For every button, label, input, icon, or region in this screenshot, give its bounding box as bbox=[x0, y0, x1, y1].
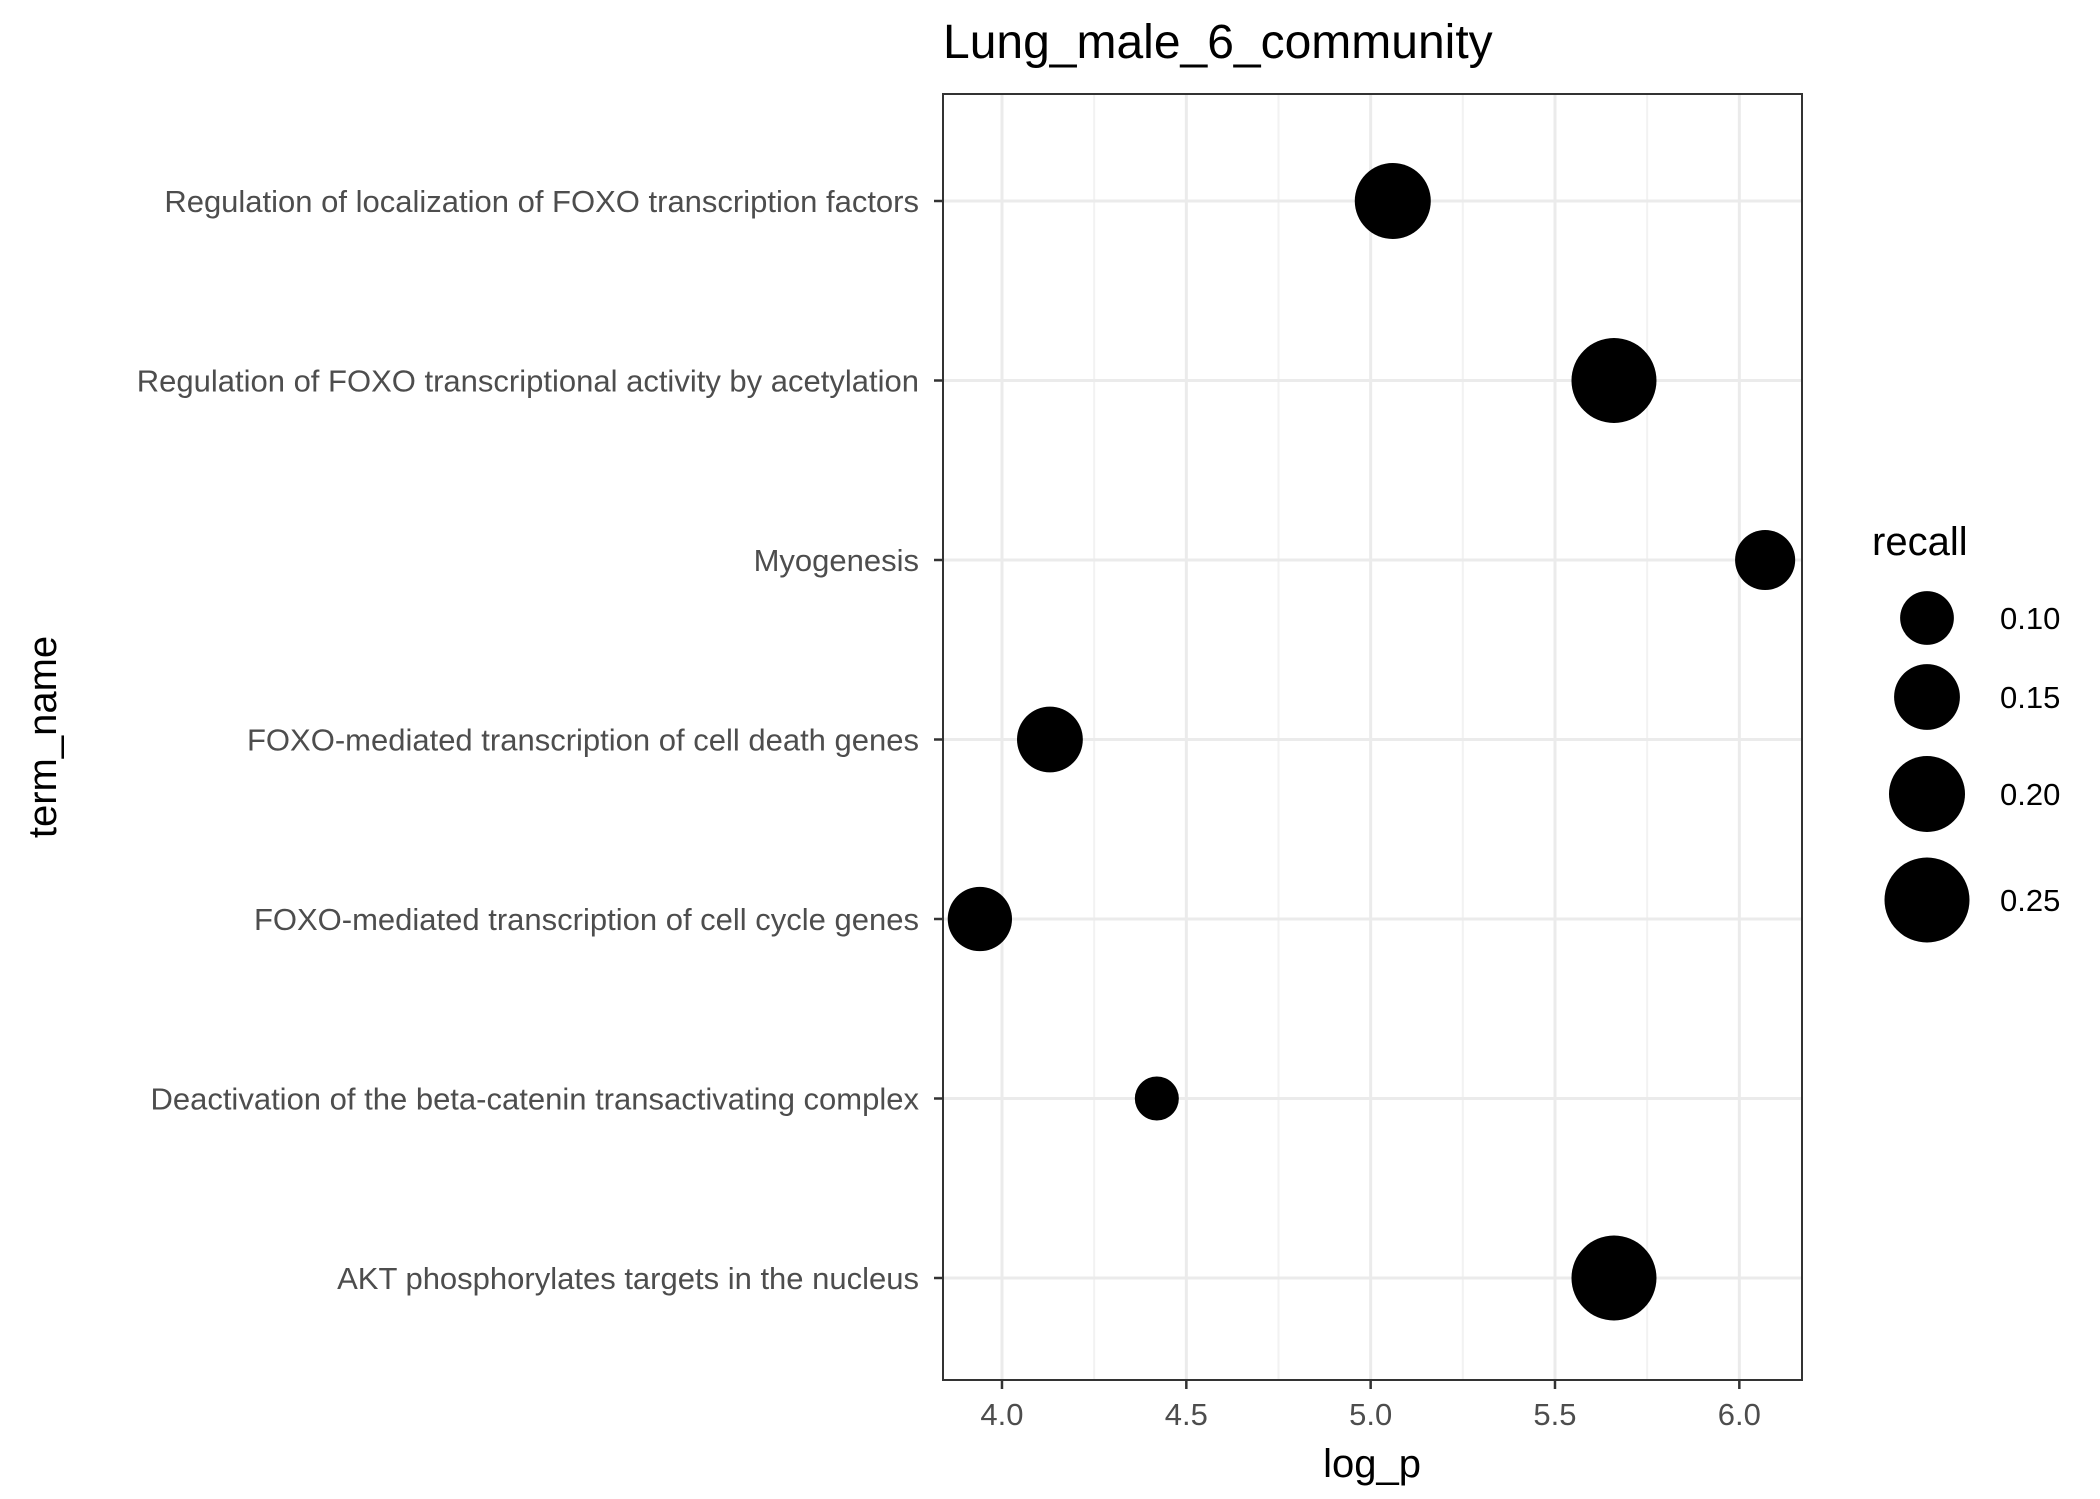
data-point bbox=[1016, 706, 1083, 773]
panel-border bbox=[942, 93, 1803, 1381]
y-tick-label: AKT phosphorylates targets in the nucleu… bbox=[337, 1261, 919, 1296]
x-tick-label: 6.0 bbox=[1718, 1397, 1761, 1432]
legend-recall: recall 0.10 0.15 0.20 0.25 bbox=[1872, 520, 2060, 943]
data-point bbox=[1571, 338, 1657, 423]
legend-key bbox=[1894, 664, 1960, 730]
x-tick-label: 5.5 bbox=[1533, 1397, 1576, 1432]
x-tick-label: 4.0 bbox=[980, 1397, 1023, 1432]
data-point bbox=[1134, 1076, 1179, 1121]
x-tick-label: 5.0 bbox=[1349, 1397, 1392, 1432]
data-point bbox=[1735, 529, 1796, 591]
legend-key bbox=[1888, 755, 1966, 833]
chart-title: Lung_male_6_community bbox=[943, 16, 1493, 69]
data-point bbox=[947, 886, 1013, 952]
data-points bbox=[947, 162, 1796, 1321]
legend-label: 0.15 bbox=[2000, 680, 2060, 715]
y-axis-ticks: Regulation of localization of FOXO trans… bbox=[137, 184, 943, 1296]
y-tick-label: Deactivation of the beta-catenin transac… bbox=[150, 1082, 919, 1117]
y-tick-label: Regulation of FOXO transcriptional activ… bbox=[137, 364, 919, 399]
legend-title: recall bbox=[1872, 520, 1968, 564]
x-axis-title: log_p bbox=[1323, 1442, 1421, 1486]
legend-key bbox=[1900, 591, 1954, 645]
legend-label: 0.10 bbox=[2000, 601, 2060, 636]
minor-gridlines bbox=[1093, 94, 1649, 1380]
y-tick-label: Myogenesis bbox=[754, 543, 919, 578]
major-gridlines bbox=[943, 94, 1802, 1380]
legend-label: 0.25 bbox=[2000, 883, 2060, 918]
y-axis-title: term_name bbox=[21, 636, 65, 838]
y-tick-label: Regulation of localization of FOXO trans… bbox=[164, 184, 919, 219]
legend-label: 0.20 bbox=[2000, 777, 2060, 812]
legend-key bbox=[1884, 857, 1970, 943]
data-point bbox=[1354, 162, 1431, 240]
x-axis-ticks: 4.0 4.5 5.0 5.5 6.0 bbox=[980, 1380, 1761, 1432]
y-tick-label: FOXO-mediated transcription of cell cycl… bbox=[254, 902, 919, 937]
x-tick-label: 4.5 bbox=[1165, 1397, 1208, 1432]
data-point bbox=[1571, 1235, 1657, 1321]
y-tick-label: FOXO-mediated transcription of cell deat… bbox=[247, 723, 919, 758]
